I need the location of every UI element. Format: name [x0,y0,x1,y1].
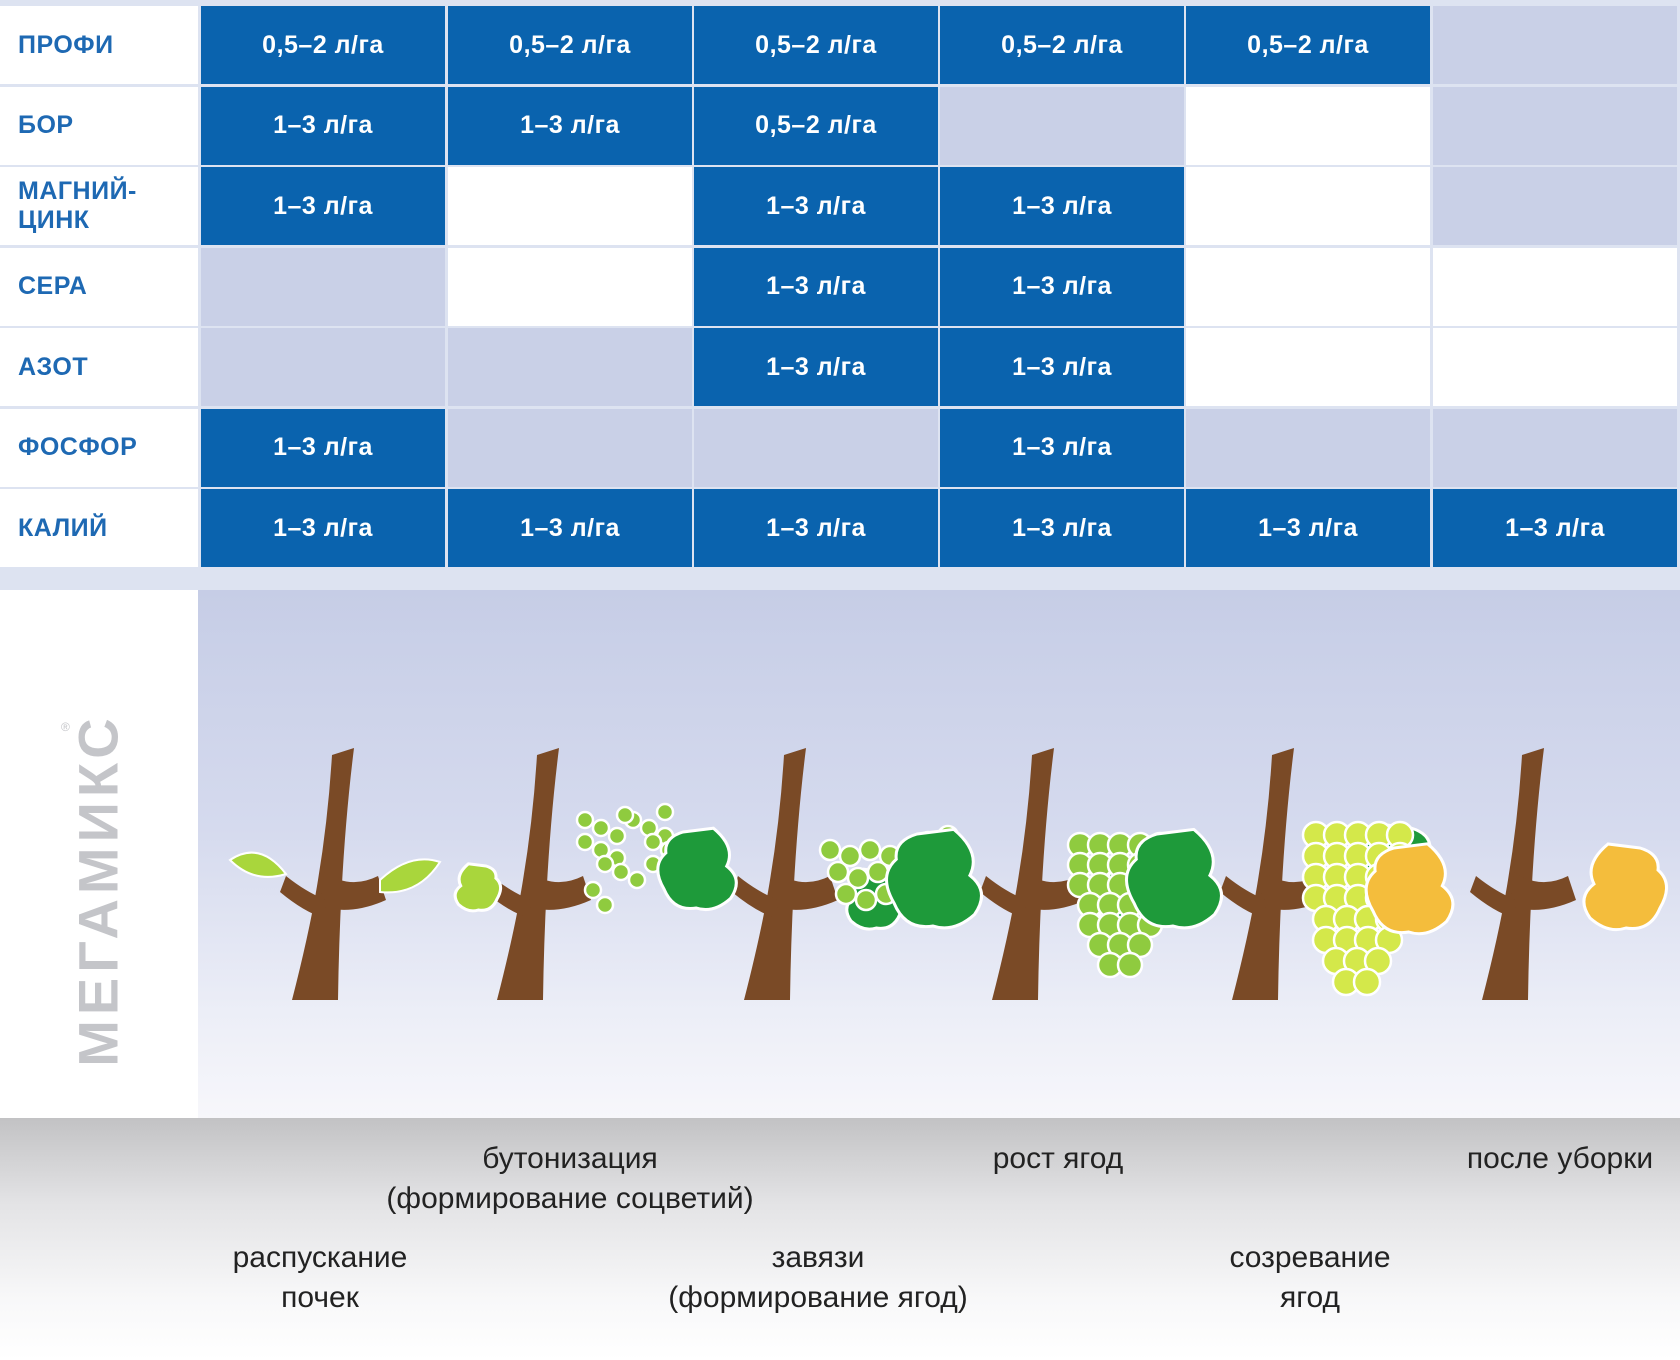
dose-cell: 1–3 л/га [940,167,1184,245]
empty-cell [1433,328,1677,406]
dose-cell: 0,5–2 л/га [694,86,938,165]
bud-break-plant-icon [228,748,442,1000]
empty-cell [1186,328,1430,406]
dose-cell: 1–3 л/га [201,489,445,567]
empty-cell [1186,86,1430,165]
empty-cell [448,328,692,406]
brand-panel [0,590,198,1118]
stage-label: бутонизация (формирование соцветий) [386,1142,754,1215]
dose-cell: 1–3 л/га [1433,489,1677,567]
empty-cell [940,86,1184,165]
dose-cell: 1–3 л/га [448,86,692,165]
dosage-table: ПРОФИ 0,5–2 л/га 0,5–2 л/га 0,5–2 л/га 0,5–2… [0,0,1680,590]
empty-cell [201,247,445,326]
empty-cell [201,328,445,406]
row-label: СЕРА [0,247,198,326]
dose-cell: 1–3 л/га [694,328,938,406]
post-harvest-plant-icon [1364,748,1668,1000]
dose-cell: 1–3 л/га [940,247,1184,326]
empty-cell [1186,408,1430,487]
empty-cell [448,408,692,487]
empty-cell [1433,86,1677,165]
dose-cell: 0,5–2 л/га [694,6,938,84]
dose-cell: 0,5–2 л/га [1186,6,1430,84]
row-label: ПРОФИ [0,6,198,84]
dose-cell: 0,5–2 л/га [448,6,692,84]
empty-cell [1186,247,1430,326]
dose-cell: 0,5–2 л/га [940,6,1184,84]
dose-cell: 1–3 л/га [694,489,938,567]
row-label: АЗОТ [0,328,198,406]
empty-cell [1433,408,1677,487]
dose-cell: 1–3 л/га [1186,489,1430,567]
stage-label: рост ягод [992,1142,1124,1175]
row-label: БОР [0,86,198,165]
dose-cell: 1–3 л/га [201,86,445,165]
empty-cell [448,167,692,245]
empty-cell [1433,167,1677,245]
stage-label: завязи (формирование ягод) [668,1241,968,1314]
empty-cell [448,247,692,326]
stage-label: распускание почек [232,1241,408,1314]
stage-label: созревание ягод [1229,1241,1391,1314]
dose-cell: 1–3 л/га [940,489,1184,567]
stage-labels-band: распускание почек бутонизация (формирован… [0,1118,1680,1360]
row-label: КАЛИЙ [0,489,198,567]
dose-cell: 1–3 л/га [694,167,938,245]
empty-cell [1433,6,1677,84]
dose-cell: 1–3 л/га [201,167,445,245]
dose-cell: 1–3 л/га [940,408,1184,487]
brand-registered-mark: ® [61,720,70,734]
row-label: МАГНИЙ- ЦИНК [0,167,198,245]
dose-cell: 1–3 л/га [940,328,1184,406]
empty-cell [1186,167,1430,245]
row-label: ФОСФОР [0,408,198,487]
dose-cell: 1–3 л/га [448,489,692,567]
empty-cell [694,408,938,487]
empty-cell [1433,247,1677,326]
stage-label: после уборки [1466,1142,1654,1175]
dose-cell: 0,5–2 л/га [201,6,445,84]
dose-cell: 1–3 л/га [201,408,445,487]
dose-cell: 1–3 л/га [694,247,938,326]
